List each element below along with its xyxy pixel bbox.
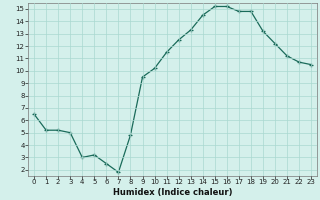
X-axis label: Humidex (Indice chaleur): Humidex (Indice chaleur): [113, 188, 232, 197]
